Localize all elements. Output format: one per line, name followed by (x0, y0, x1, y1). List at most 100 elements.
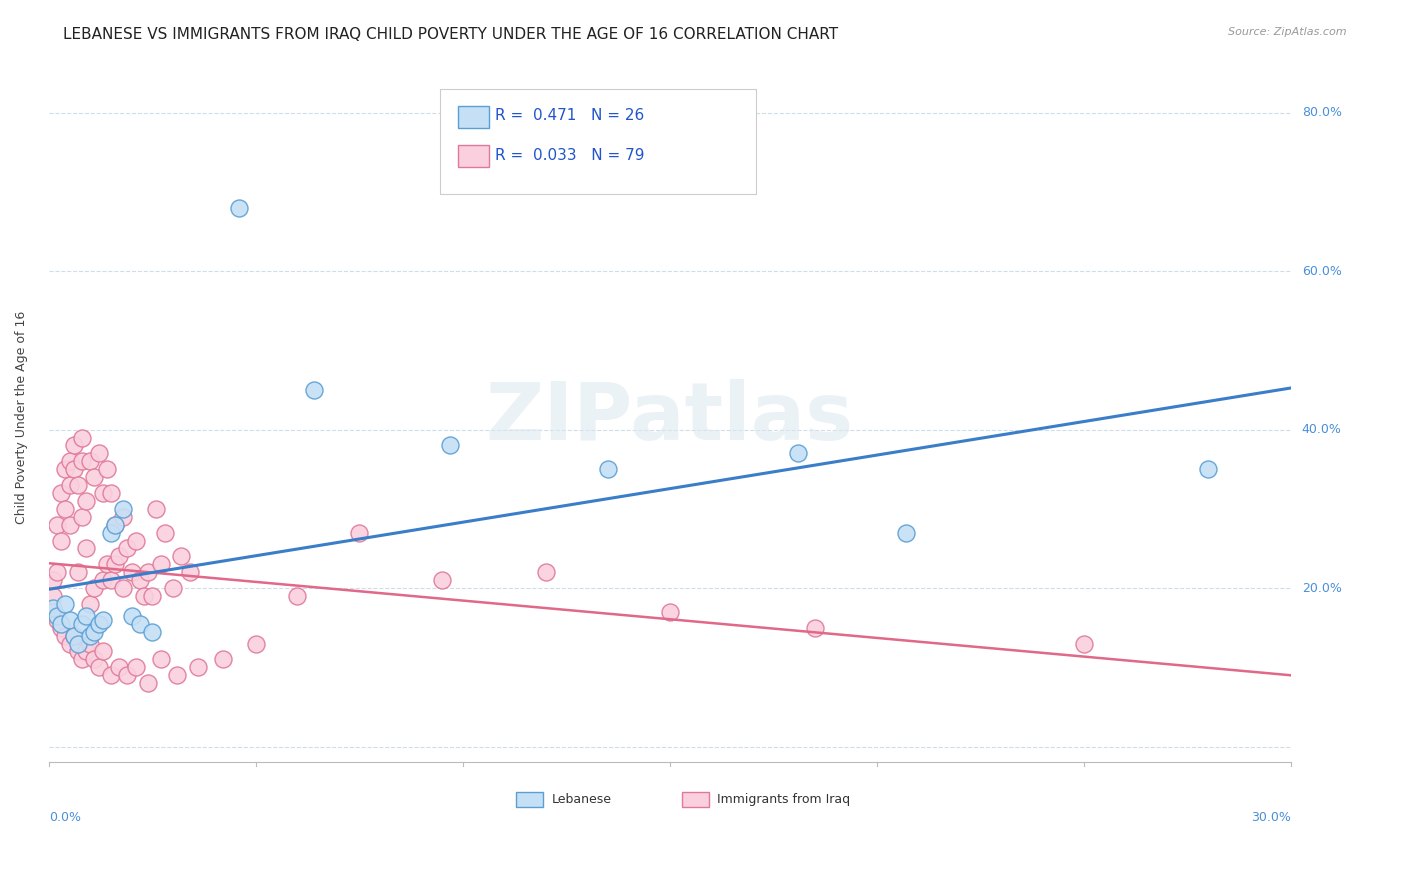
Point (302, 383, 325, 397)
Point (658, 605, 681, 619)
Point (58, 454, 80, 468)
Point (46, 565, 69, 579)
Point (179, 565, 201, 579)
Point (104, 558, 127, 572)
Point (46, 517, 69, 532)
Point (46, 608, 69, 623)
Text: Lebanese: Lebanese (551, 793, 612, 806)
Point (112, 501, 135, 516)
Point (70, 509, 93, 524)
Point (104, 517, 127, 532)
Point (91, 486, 114, 500)
Point (149, 558, 172, 572)
Point (166, 668, 188, 682)
Point (91, 573, 114, 587)
Point (70, 652, 93, 666)
Point (83, 470, 105, 484)
Y-axis label: Child Poverty Under the Age of 16: Child Poverty Under the Age of 16 (15, 311, 28, 524)
Point (70, 616, 93, 631)
Text: R =  0.033   N = 79: R = 0.033 N = 79 (495, 148, 644, 162)
Point (117, 541, 139, 556)
Point (439, 438, 461, 452)
Point (75, 644, 97, 658)
Point (62, 438, 84, 452)
Point (100, 486, 122, 500)
Point (112, 509, 135, 524)
Point (51, 533, 73, 548)
Point (58, 517, 80, 532)
Text: Immigrants from Iraq: Immigrants from Iraq (717, 793, 851, 806)
Point (100, 668, 122, 682)
Point (75, 608, 97, 623)
Text: Source: ZipAtlas.com: Source: ZipAtlas.com (1229, 27, 1347, 37)
Point (55, 629, 77, 643)
Point (136, 565, 159, 579)
Point (228, 201, 250, 215)
Point (42, 605, 65, 619)
Point (153, 525, 176, 540)
Point (58, 636, 80, 650)
Text: R =  0.471   N = 26: R = 0.471 N = 26 (495, 109, 644, 123)
Point (42, 573, 65, 587)
Point (42, 589, 65, 603)
Point (79, 629, 101, 643)
Point (62, 462, 84, 476)
Point (596, 462, 619, 476)
Point (112, 581, 135, 595)
Point (349, 525, 371, 540)
Point (66, 478, 89, 492)
Point (211, 652, 233, 666)
Text: 30.0%: 30.0% (1251, 811, 1291, 823)
Point (83, 652, 105, 666)
Point (534, 565, 557, 579)
Point (187, 660, 209, 674)
Text: 20.0%: 20.0% (1302, 582, 1341, 595)
Point (79, 636, 101, 650)
Point (83, 624, 105, 639)
Point (117, 668, 139, 682)
Point (91, 644, 114, 658)
Point (51, 621, 73, 635)
Point (108, 549, 131, 564)
Point (66, 565, 89, 579)
Point (125, 533, 148, 548)
Point (132, 589, 155, 603)
Point (285, 589, 308, 603)
Point (100, 525, 122, 540)
Point (145, 501, 167, 516)
Point (162, 581, 184, 595)
Point (66, 636, 89, 650)
Point (58, 478, 80, 492)
Point (87, 660, 110, 674)
Point (1073, 636, 1095, 650)
Text: LEBANESE VS IMMIGRANTS FROM IRAQ CHILD POVERTY UNDER THE AGE OF 16 CORRELATION C: LEBANESE VS IMMIGRANTS FROM IRAQ CHILD P… (63, 27, 838, 42)
Point (245, 636, 267, 650)
Point (129, 573, 152, 587)
Text: 60.0%: 60.0% (1302, 265, 1341, 277)
Point (55, 462, 77, 476)
Point (58, 613, 80, 627)
Point (70, 430, 93, 444)
Point (149, 652, 172, 666)
Point (79, 597, 101, 611)
Point (87, 446, 110, 460)
Point (46, 613, 69, 627)
Point (42, 600, 65, 615)
Point (62, 629, 84, 643)
Point (803, 621, 825, 635)
Point (121, 565, 143, 579)
Point (170, 549, 193, 564)
Point (121, 608, 143, 623)
Text: 80.0%: 80.0% (1302, 106, 1341, 120)
Point (66, 644, 89, 658)
Point (55, 597, 77, 611)
Point (104, 517, 127, 532)
Point (75, 494, 97, 508)
Text: ZIPatlas: ZIPatlas (485, 379, 853, 457)
Point (787, 446, 810, 460)
Point (129, 616, 152, 631)
Point (83, 581, 105, 595)
Point (55, 501, 77, 516)
Text: 40.0%: 40.0% (1302, 423, 1341, 436)
Point (91, 613, 114, 627)
